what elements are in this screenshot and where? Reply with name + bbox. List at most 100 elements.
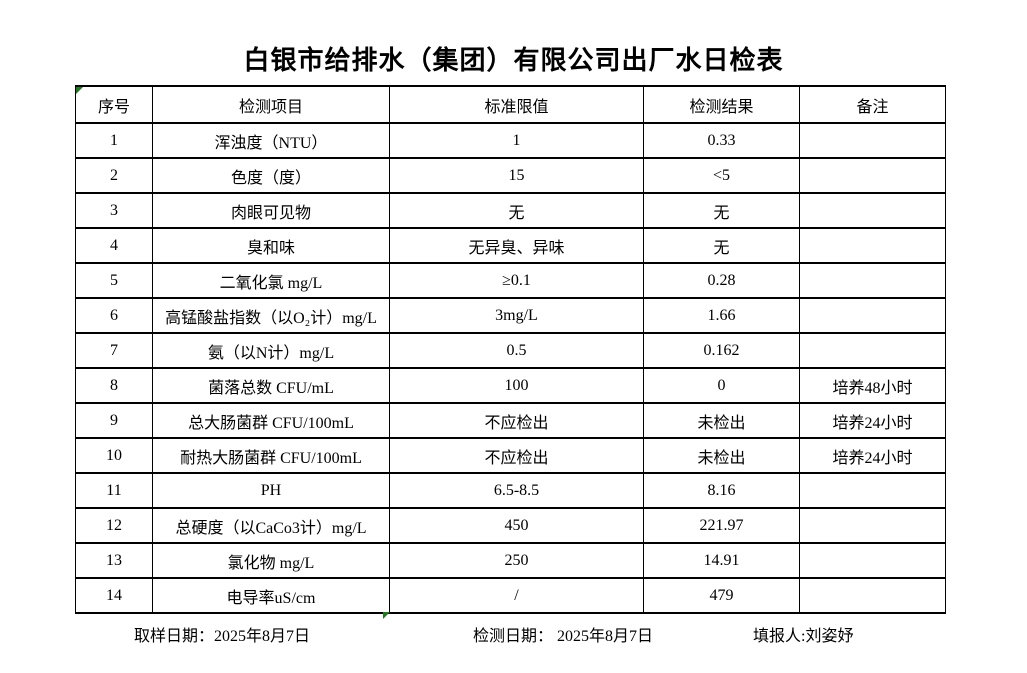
- table-row: 14 电导率uS/cm/479: [75, 577, 946, 614]
- table-row: 10 耐热大肠菌群 CFU/100mL 不应检出 未检出 培养24小时: [75, 437, 946, 474]
- test-result-cell: 479: [643, 577, 800, 614]
- test-item-cell: 耐热大肠菌群 CFU/100mL: [152, 437, 390, 474]
- standard-limit-cell: 不应检出: [389, 402, 644, 439]
- standard-limit-cell: 无异臭、异味: [389, 227, 644, 264]
- serial-number-cell: 6: [75, 297, 153, 334]
- header-row: 序号 检测项目 标准限值 检测结果 备注: [75, 85, 946, 124]
- header-standard-limit: 标准限值: [389, 85, 644, 124]
- test-item-cell: 菌落总数 CFU/mL: [152, 367, 390, 404]
- table-row: 8 菌落总数 CFU/mL 100 0 培养48小时: [75, 367, 946, 404]
- test-result-cell: 0.162: [643, 332, 800, 369]
- standard-limit-cell: 250: [389, 542, 644, 579]
- sampling-date-label: 取样日期：: [134, 628, 215, 645]
- table-row: 1 浑浊度（NTU） 1 0.33: [75, 122, 946, 159]
- table-row: 12 总硬度（以CaCo3计）mg/L 450 221.97: [75, 507, 946, 544]
- test-result-cell: 8.16: [643, 472, 800, 509]
- cell-corner-marker-icon: [76, 88, 83, 94]
- header-remark: 备注: [799, 85, 946, 124]
- remark-cell: 培养24小时: [799, 437, 946, 474]
- test-item-cell: 总硬度（以CaCo3计）mg/L: [152, 507, 390, 544]
- test-item-cell: 臭和味: [152, 227, 390, 264]
- test-result-cell: 0.28: [643, 262, 800, 299]
- remark-cell: 培养24小时: [799, 402, 946, 439]
- remark-cell: [799, 262, 946, 299]
- test-result-cell: <5: [643, 157, 800, 194]
- table-row: 2 色度（度） 15 <5: [75, 157, 946, 194]
- test-result-cell: 14.91: [643, 542, 800, 579]
- table-row: 9 总大肠菌群 CFU/100mL 不应检出 未检出 培养24小时: [75, 402, 946, 439]
- serial-number-cell: 3: [75, 192, 153, 229]
- remark-cell: [799, 157, 946, 194]
- serial-number-cell: 11: [75, 472, 153, 509]
- remark-cell: [799, 122, 946, 159]
- test-result-cell: 无: [643, 227, 800, 264]
- test-item-cell: 浑浊度（NTU）: [152, 122, 390, 159]
- table-row: 11 PH 6.5-8.5 8.16: [75, 472, 946, 509]
- table-row: 7 氨（以N计）mg/L 0.5 0.162: [75, 332, 946, 369]
- standard-limit-cell: 450: [389, 507, 644, 544]
- standard-limit-cell: 1: [389, 122, 644, 159]
- remark-cell: [799, 472, 946, 509]
- table-row: 13 氯化物 mg/L 250 14.91: [75, 542, 946, 579]
- remark-cell: [799, 192, 946, 229]
- serial-number-cell: 9: [75, 402, 153, 439]
- reporter-label: 填报人:: [753, 628, 806, 645]
- table-header: 序号 检测项目 标准限值 检测结果 备注: [75, 85, 946, 124]
- sampling-date-value: 2025年8月7日: [214, 628, 311, 645]
- remark-cell: [799, 542, 946, 579]
- standard-limit-cell: /: [389, 577, 644, 614]
- inspection-table: 序号 检测项目 标准限值 检测结果 备注 1 浑浊度（NTU） 1 0.33 2 色度（度…: [75, 85, 946, 614]
- reporter-name: 刘姿妤: [805, 628, 854, 645]
- serial-number-cell: 2: [75, 157, 153, 194]
- serial-number-cell: 13: [75, 542, 153, 579]
- test-item-cell: 总大肠菌群 CFU/100mL: [152, 402, 390, 439]
- test-item-cell: 电导率uS/cm: [152, 577, 390, 614]
- test-result-cell: 无: [643, 192, 800, 229]
- serial-number-cell: 14: [75, 577, 153, 614]
- serial-number-cell: 5: [75, 262, 153, 299]
- standard-limit-cell: 100: [389, 367, 644, 404]
- test-item-cell: 肉眼可见物: [152, 192, 390, 229]
- test-item-cell: 氯化物 mg/L: [152, 542, 390, 579]
- table-row: 3 肉眼可见物无无: [75, 192, 946, 229]
- header-test-result: 检测结果: [643, 85, 800, 124]
- remark-cell: [799, 332, 946, 369]
- table-body: 1 浑浊度（NTU） 1 0.33 2 色度（度） 15 <5 3 肉眼可见物无无 4 臭和味 无异臭、…: [75, 122, 946, 614]
- standard-limit-cell: 无: [389, 192, 644, 229]
- test-item-cell: 高锰酸盐指数（以O₂计）mg/L: [152, 297, 390, 334]
- sampling-date: 取样日期：2025年8月7日: [134, 622, 310, 646]
- remark-cell: [799, 577, 946, 614]
- remark-cell: [799, 227, 946, 264]
- header-test-item: 检测项目: [152, 85, 390, 124]
- test-item-cell: 色度（度）: [152, 157, 390, 194]
- serial-number-cell: 8: [75, 367, 153, 404]
- serial-number-cell: 1: [75, 122, 153, 159]
- test-item-cell: PH: [152, 472, 390, 509]
- test-result-cell: 221.97: [643, 507, 800, 544]
- table-row: 6 高锰酸盐指数（以O₂计）mg/L 3mg/L 1.66: [75, 297, 946, 334]
- test-result-cell: 1.66: [643, 297, 800, 334]
- table-row: 4 臭和味 无异臭、异味无: [75, 227, 946, 264]
- standard-limit-cell: 15: [389, 157, 644, 194]
- standard-limit-cell: ≥0.1: [389, 262, 644, 299]
- test-result-cell: 0: [643, 367, 800, 404]
- test-date: 检测日期： 2025年8月7日: [473, 622, 653, 646]
- standard-limit-cell: 3mg/L: [389, 297, 644, 334]
- serial-number-cell: 7: [75, 332, 153, 369]
- remark-cell: 培养48小时: [799, 367, 946, 404]
- table-row: 5 二氧化氯 mg/L ≥0.1 0.28: [75, 262, 946, 299]
- test-date-value: 2025年8月7日: [557, 628, 654, 645]
- test-result-cell: 未检出: [643, 437, 800, 474]
- reporter: 填报人:刘姿妤: [753, 622, 853, 646]
- test-item-cell: 氨（以N计）mg/L: [152, 332, 390, 369]
- header-serial-number-label: 序号: [97, 98, 130, 116]
- remark-cell: [799, 297, 946, 334]
- below-table-corner-marker-icon: [383, 612, 390, 619]
- header-serial-number: 序号: [75, 85, 153, 124]
- standard-limit-cell: 0.5: [389, 332, 644, 369]
- page-title: 白银市给排水（集团）有限公司出厂水日检表: [243, 46, 784, 75]
- test-item-cell: 二氧化氯 mg/L: [152, 262, 390, 299]
- test-date-label: 检测日期：: [473, 628, 558, 645]
- serial-number-cell: 4: [75, 227, 153, 264]
